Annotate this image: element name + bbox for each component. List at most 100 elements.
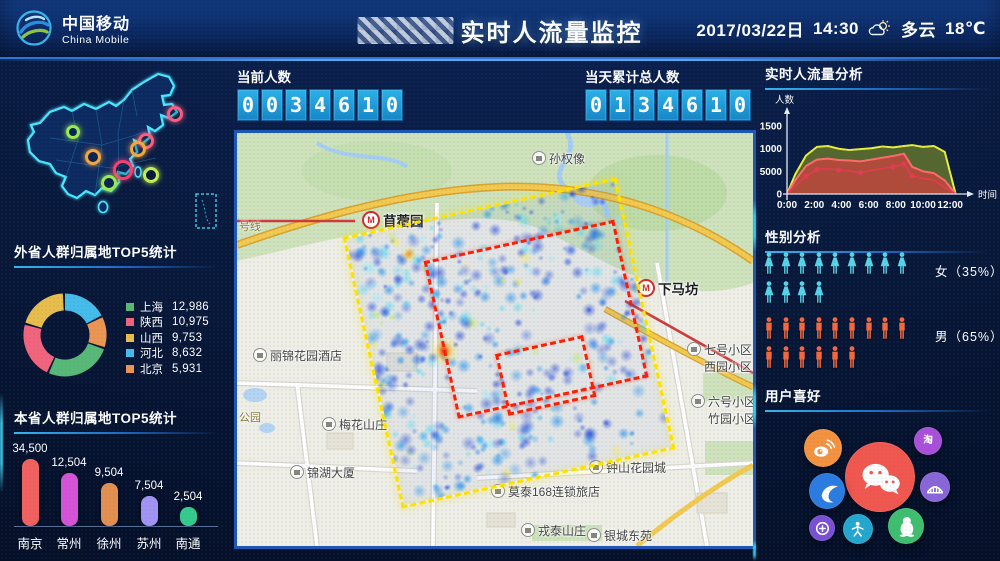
y-tick-label: 1000 [760, 144, 782, 155]
bar-常州 [60, 473, 78, 526]
section-out-province: 外省人群归属地TOP5统计 [14, 241, 219, 268]
female-icon [763, 281, 775, 305]
section-preference: 用户喜好 [765, 385, 990, 412]
female-icon [813, 252, 825, 276]
poi-icon [521, 523, 535, 537]
brand: 中国移动 China Mobile [14, 8, 130, 48]
male-icon [813, 346, 825, 370]
female-icon [813, 281, 825, 305]
poi-icon [290, 465, 304, 479]
wechat-icon [862, 463, 900, 495]
current-count-label: 当前人数 [237, 70, 291, 85]
data-point-marker [909, 173, 915, 179]
bar-category: 苏州 [136, 537, 162, 551]
legend-value: 12,986 [172, 300, 209, 313]
dolphin-icon [821, 485, 838, 502]
legend-label: 陕西 [140, 317, 163, 330]
counter-digit: 1 [705, 89, 727, 121]
app-preference-bubbles: 淘 [760, 404, 1000, 561]
wechat-app [845, 442, 915, 512]
province-marker [143, 167, 159, 183]
china-mobile-logo-icon [16, 10, 52, 46]
gender-female-block: 女（35%） [763, 252, 1000, 312]
x-tick-label: 12:00 [937, 200, 963, 211]
province-marker [130, 141, 146, 157]
data-point-marker [857, 169, 864, 176]
y-tick-label: 0 [776, 190, 782, 201]
male-icon [846, 317, 858, 341]
province-marker [113, 160, 133, 180]
male-icon [829, 346, 841, 370]
brand-name-cn: 中国移动 [62, 16, 131, 33]
province-marker [167, 106, 183, 122]
map-edge-label: 公园 [239, 412, 261, 424]
data-point-marker [836, 167, 842, 173]
female-percentage-label: 女（35%） [935, 265, 1000, 279]
counter-digit: 6 [681, 89, 703, 121]
bar-chart-axis [14, 526, 218, 527]
x-tick-label: 2:00 [804, 200, 824, 211]
counter-digit: 4 [309, 89, 331, 121]
flow-title: 实时人流量分析 [765, 67, 863, 82]
dolphin-app [809, 473, 845, 509]
poi-label: 戎泰山庄 [538, 524, 587, 538]
circle-plus-icon [815, 521, 829, 535]
poi-icon [691, 394, 705, 408]
counter-digit: 3 [633, 89, 655, 121]
sampled-flow-line [786, 163, 957, 195]
counter-digit: 3 [285, 89, 307, 121]
donut-segment-上海 [48, 342, 104, 377]
edge-glow-strip [0, 393, 3, 493]
poi-label: 六号小区 竹园小区 [708, 395, 756, 426]
male-icon [846, 346, 858, 370]
bar-value: 9,504 [94, 467, 124, 479]
data-point-marker [803, 173, 809, 179]
poi-icon [687, 342, 701, 356]
female-icon [796, 252, 808, 276]
donut-legend: 上海 12,986 陕西 10,975 山西 9,753 河北 8,632 北京 5,931 [126, 299, 226, 377]
poi-label: 钟山花园城 [606, 461, 667, 475]
map-edge-label: 号线 [239, 221, 261, 233]
masked-text-block [357, 17, 454, 44]
poi-building: 钟山花园城 [589, 459, 666, 476]
divider-glow-strip [753, 540, 756, 561]
outer-total-line [786, 144, 957, 195]
female-icon [896, 252, 908, 276]
title-underline [765, 410, 990, 412]
poi-building: 六号小区 竹园小区 [691, 393, 756, 427]
gender-title: 性别分析 [765, 230, 821, 245]
data-point-marker [901, 161, 907, 167]
counter-digit: 0 [585, 89, 607, 121]
poi-label: 莫泰168连锁旅店 [508, 485, 601, 499]
divider-glow-strip [753, 200, 756, 252]
page-title: 实时人流量监控 [460, 20, 643, 47]
map-viewport[interactable]: M 苜蓿园 M 下马坊 孙权像 丽锦花园酒店 梅花山庄 锦湖大厦 钟山花园城 莫泰168连锁旅店七… [234, 130, 756, 549]
bar-value: 7,504 [134, 480, 164, 492]
gender-row [763, 281, 1000, 310]
male-icon [796, 317, 808, 341]
poi-icon [253, 348, 267, 362]
map-labels-layer: M 苜蓿园 M 下马坊 孙权像 丽锦花园酒店 梅花山庄 锦湖大厦 钟山花园城 莫泰168连锁旅店七… [237, 133, 753, 546]
in-province-bar-chart: 34,500 南京 12,504 常州 9,504 徐州 7,504 苏州 2,504 南通 [12, 432, 224, 557]
province-marker [85, 149, 101, 165]
partly-cloudy-icon [868, 19, 890, 35]
out-province-title: 外省人群归属地TOP5统计 [14, 245, 178, 260]
poi-building: 银城东苑 [587, 527, 652, 544]
legend-label: 河北 [140, 348, 163, 361]
section-gender: 性别分析 [765, 226, 990, 253]
legend-swatch [126, 318, 134, 327]
metro-station-下马坊: M 下马坊 [637, 278, 699, 298]
bar-苏州 [140, 496, 158, 526]
bar-category: 南通 [175, 537, 201, 551]
counter-digit: 0 [729, 89, 751, 121]
male-icon [780, 317, 792, 341]
donut-segment-北京 [86, 317, 107, 348]
legend-item: 陕西 10,975 [126, 315, 226, 331]
poi-hotel: 莫泰168连锁旅店 [491, 483, 600, 500]
title-underline [765, 251, 990, 253]
person-icon [851, 521, 864, 537]
bar-category: 常州 [56, 537, 82, 551]
poi-sight: 孙权像 [532, 150, 585, 167]
poi-label-line2: 西园小区 [704, 360, 753, 374]
